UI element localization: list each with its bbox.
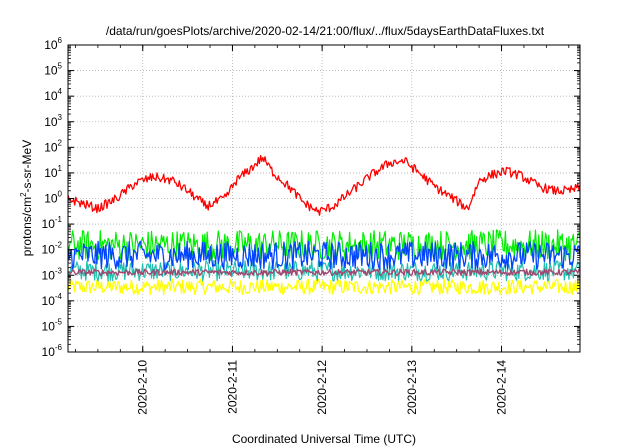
y-axis-label: protons/cm2-s-sr-MeV xyxy=(19,140,34,256)
y-tick-base: 10 xyxy=(42,243,56,257)
y-tick-base: 10 xyxy=(44,140,58,154)
y-axis-label-rest: -s-sr-MeV xyxy=(20,140,34,193)
series-group xyxy=(67,154,581,296)
y-tick-label: 10-2 xyxy=(42,241,63,257)
x-axis-label: Coordinated Universal Time (UTC) xyxy=(232,432,416,446)
y-tick-base: 10 xyxy=(42,319,56,333)
y-tick-base: 10 xyxy=(42,294,56,308)
x-tick-label: 2020-2-10 xyxy=(136,360,150,415)
y-tick-exponent: 3 xyxy=(58,113,63,122)
x-tick-label: 2020-2-12 xyxy=(315,360,329,415)
y-tick-label: 104 xyxy=(44,87,62,103)
x-tick-label: 2020-2-14 xyxy=(495,360,509,415)
y-tick-base: 10 xyxy=(44,64,58,78)
y-tick-exponent: 5 xyxy=(58,62,63,71)
y-axis-label-sup: 2 xyxy=(19,192,28,197)
y-tick-base: 10 xyxy=(44,192,58,206)
x-tick-labels: 2020-2-10 2020-2-11 2020-2-12 2020-2-13 2020… xyxy=(136,360,509,415)
y-tick-exponent: -2 xyxy=(55,241,63,250)
y-tick-base: 10 xyxy=(44,166,58,180)
y-tick-base: 10 xyxy=(42,345,56,359)
tick-marks xyxy=(68,44,580,353)
series-line-2 xyxy=(67,260,581,282)
y-tick-exponent: 2 xyxy=(58,138,63,147)
x-tick-label: 2020-2-11 xyxy=(225,360,239,414)
y-tick-label: 103 xyxy=(44,113,62,129)
y-tick-base: 10 xyxy=(44,38,58,52)
series-line-1 xyxy=(67,278,581,296)
y-tick-exponent: -3 xyxy=(55,266,63,275)
y-tick-label: 10-1 xyxy=(42,215,63,231)
y-tick-label: 10-3 xyxy=(42,266,63,282)
y-tick-exponent: -4 xyxy=(55,292,63,301)
y-tick-base: 10 xyxy=(44,115,58,129)
y-tick-exponent: 4 xyxy=(58,87,63,96)
x-tick-label: 2020-2-13 xyxy=(405,360,419,415)
y-tick-base: 10 xyxy=(42,268,56,282)
y-tick-labels: 10-610-510-410-310-210-11001011021031041… xyxy=(42,36,63,359)
y-tick-label: 105 xyxy=(44,62,62,78)
y-tick-label: 10-4 xyxy=(42,292,63,308)
y-tick-exponent: -6 xyxy=(55,343,63,352)
y-tick-exponent: -5 xyxy=(55,317,63,326)
y-tick-exponent: 6 xyxy=(58,36,63,45)
series-line-6 xyxy=(67,154,581,216)
chart-title: /data/run/goesPlots/archive/2020-02-14/2… xyxy=(106,24,545,38)
y-tick-base: 10 xyxy=(42,217,56,231)
y-tick-base: 10 xyxy=(44,89,58,103)
y-tick-label: 10-5 xyxy=(42,317,63,333)
y-tick-label: 10-6 xyxy=(42,343,63,359)
y-tick-label: 101 xyxy=(44,164,62,180)
y-tick-exponent: 0 xyxy=(58,190,63,199)
series-line-5 xyxy=(67,268,581,277)
y-axis-label-main: protons/cm xyxy=(20,197,34,256)
series-line-4 xyxy=(67,240,581,271)
y-tick-exponent: 1 xyxy=(58,164,63,173)
y-tick-exponent: -1 xyxy=(55,215,63,224)
y-tick-label: 106 xyxy=(44,36,62,52)
y-tick-label: 100 xyxy=(44,190,62,206)
y-tick-label: 102 xyxy=(44,138,62,154)
